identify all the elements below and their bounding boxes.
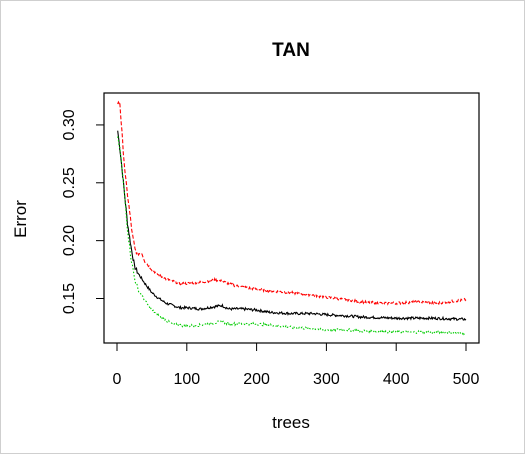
x-tick-label: 0 — [113, 371, 122, 388]
y-tick-label: 0.25 — [61, 167, 78, 198]
series-layer — [117, 100, 467, 336]
y-tick-label: 0.20 — [61, 225, 78, 256]
series-line-dotted — [117, 136, 467, 336]
x-tick-label: 100 — [173, 371, 200, 388]
chart-title: TAN — [272, 40, 310, 61]
x-axis: 0 100 200 300 400 500 — [113, 343, 480, 388]
x-tick-label: 300 — [313, 371, 340, 388]
y-tick-label: 0.30 — [61, 109, 78, 140]
plot-area-border — [103, 92, 480, 344]
series-line-dashed — [117, 100, 467, 306]
x-tick-label: 500 — [453, 371, 480, 388]
series-line-solid — [117, 130, 467, 322]
x-axis-title: trees — [272, 413, 310, 432]
y-tick-label: 0.15 — [61, 283, 78, 314]
y-axis-title: Error — [11, 200, 30, 238]
x-tick-label: 400 — [383, 371, 410, 388]
y-axis: 0.15 0.20 0.25 0.30 — [61, 109, 104, 314]
x-tick-label: 200 — [243, 371, 270, 388]
